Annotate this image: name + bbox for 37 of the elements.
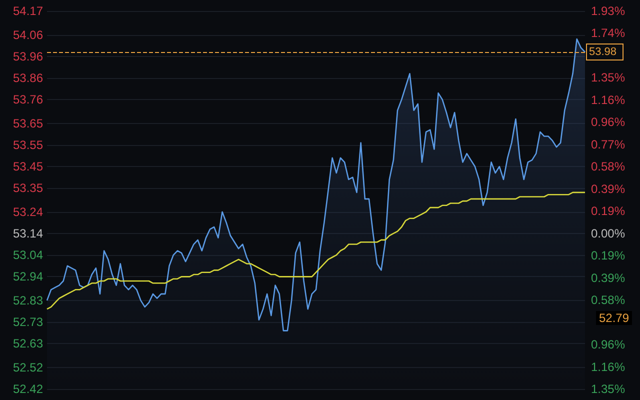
y-tick-label: 54.17 bbox=[12, 4, 44, 18]
ref-line-label: 53.98 bbox=[589, 46, 617, 58]
y-tick-label: 53.14 bbox=[12, 226, 44, 240]
y2-tick-label: 0.58% bbox=[591, 293, 626, 308]
y-tick-label: 53.45 bbox=[12, 160, 44, 174]
y2-tick-label: 0.77% bbox=[591, 137, 626, 152]
y2-tick-label: 1.16% bbox=[591, 360, 626, 374]
y-tick-label: 53.55 bbox=[12, 138, 44, 152]
y-tick-label: 52.94 bbox=[12, 270, 44, 284]
y2-tick-label: 1.35% bbox=[591, 382, 626, 396]
y-tick-label: 52.83 bbox=[12, 293, 44, 308]
y2-tick-label: 1.74% bbox=[591, 26, 626, 40]
y-tick-label: 52.42 bbox=[12, 382, 44, 396]
y-tick-label: 54.06 bbox=[12, 28, 44, 42]
y-tick-label: 53.35 bbox=[12, 181, 44, 196]
y2-tick-label: 1.35% bbox=[591, 70, 626, 85]
y-tick-label: 53.76 bbox=[12, 92, 44, 107]
y-tick-label: 52.73 bbox=[12, 315, 44, 330]
y-tick-label: 53.65 bbox=[12, 116, 44, 130]
y2-tick-label: 1.16% bbox=[591, 92, 626, 107]
text: 52.79 bbox=[598, 311, 630, 325]
y-tick-label: 52.52 bbox=[12, 360, 44, 374]
line-series bbox=[46, 192, 586, 310]
y-tick-label: 53.24 bbox=[12, 204, 44, 219]
y2-tick-label: 1.93% bbox=[591, 4, 626, 18]
y2-tick-label: 0.19% bbox=[591, 248, 626, 263]
y2-tick-label: 0.96% bbox=[591, 338, 626, 352]
y2-tick-label: 0.00% bbox=[591, 226, 626, 240]
y2-tick-label: 0.96% bbox=[591, 115, 626, 130]
y-tick-label: 53.04 bbox=[12, 248, 44, 262]
y-tick-label: 52.63 bbox=[12, 336, 44, 351]
y-tick-label: 53.96 bbox=[12, 49, 44, 64]
y2-tick-label: 0.58% bbox=[591, 160, 626, 174]
y2-tick-label: 0.39% bbox=[591, 182, 626, 196]
y-tick-label: 53.86 bbox=[12, 70, 44, 85]
y2-tick-label: 0.39% bbox=[591, 270, 626, 285]
y2-tick-label: 0.19% bbox=[591, 204, 626, 218]
